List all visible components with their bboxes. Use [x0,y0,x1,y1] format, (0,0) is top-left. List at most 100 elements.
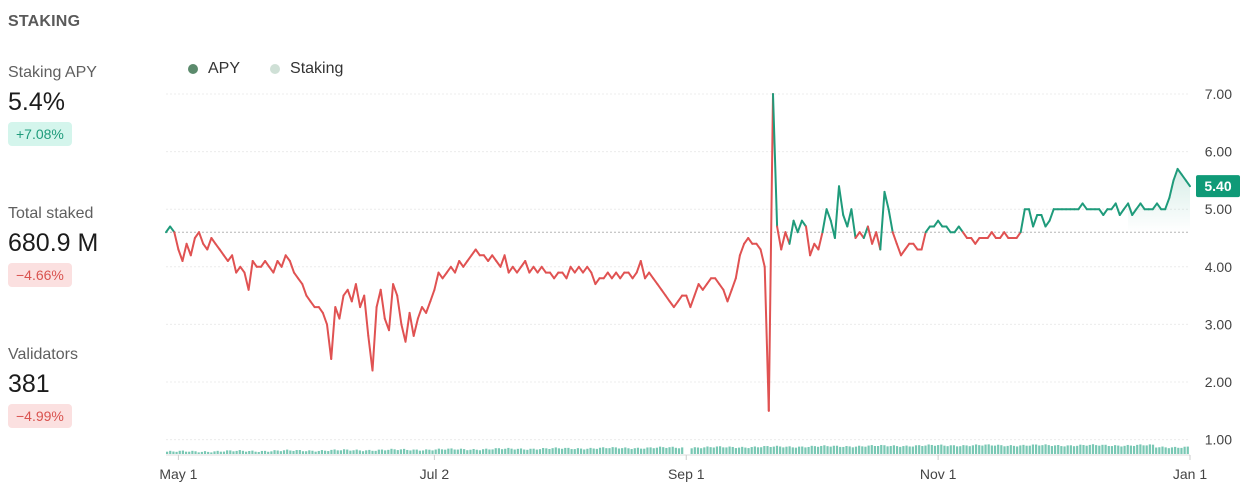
apy-segment [784,231,791,245]
staking-bar [753,446,756,454]
staking-bar [791,447,794,454]
staking-bar [674,447,677,454]
staking-bar [826,446,829,454]
staking-bar [696,447,700,454]
staking-bar [1035,444,1038,454]
y-tick-label: 5.00 [1205,201,1232,217]
staking-bar [914,445,918,454]
staking-bar [175,451,178,454]
apy-segment [437,271,444,280]
staking-bar [241,450,245,454]
apy-segment [470,248,477,257]
apy-segment [511,265,518,274]
apy-segment [644,271,651,280]
staking-bar [529,448,532,454]
staking-bar [1057,444,1060,454]
apy-segment [317,306,324,314]
apy-segment [734,254,741,280]
staking-bar [662,447,665,454]
staking-bar [523,449,526,454]
last-value-badge [1196,175,1240,198]
staking-bar [469,449,472,454]
staking-bar [184,451,188,454]
apy-segment [1131,208,1138,216]
staking-bar [203,451,207,454]
apy-segment [730,277,737,291]
apy-segment [165,225,172,234]
staking-bar [254,451,257,454]
staking-bar [305,451,308,454]
last-value-tag: 5.40 [1196,175,1240,198]
x-tick-label: Sep 1 [668,466,705,482]
legend-item-apy[interactable]: APY [188,60,240,78]
staking-bar [519,448,523,454]
apy-segment [1184,179,1191,188]
staking-bar [450,448,453,454]
legend-item-staking[interactable]: Staking [270,60,343,78]
legend-dot-icon [270,64,281,74]
staking-bar [1107,446,1110,454]
staking-bar [1145,445,1148,454]
apy-segment [1015,231,1022,239]
apy-segment [610,271,618,280]
staking-bar [576,448,579,454]
staking-bar [1060,446,1063,454]
staking-bar [886,446,889,454]
apy-segment [301,283,308,297]
staking-bar [226,450,229,454]
staking-bar [1139,444,1142,454]
staking-bar [880,444,883,454]
apy-segment [1098,208,1105,216]
staking-bar [640,448,643,454]
staking-bar [1076,445,1079,454]
staking-bar [507,447,510,454]
apy-segment [767,93,774,412]
staking-bar [1053,445,1057,454]
staking-bar [548,448,551,454]
apy-segment [586,265,593,274]
staking-bar [589,447,592,454]
apy-segment [664,294,671,303]
apy-segment [1127,202,1134,216]
staking-bar [605,448,608,454]
staking-bar [513,449,516,454]
apy-segment [569,265,576,274]
staking-bar [873,446,877,454]
staking-bar [1079,444,1082,454]
apy-segment [755,242,762,251]
staking-bar [867,445,870,454]
last-value-text: 5.40 [1204,178,1231,194]
staking-bar [1063,446,1066,454]
staking-bar [937,445,940,454]
apy-segment [920,231,927,251]
staking-bar [219,451,222,454]
apy-segment [1003,231,1010,239]
apy-segment [821,208,828,234]
apy-segment [474,248,481,257]
staking-bar [232,451,235,454]
staking-bar [921,446,924,454]
staking-bar [169,450,172,454]
staking-bar [371,450,374,454]
apy-segment [363,294,370,337]
staking-bar [1009,445,1012,454]
staking-bar [769,447,772,454]
staking-bar [573,449,576,454]
staking-bar [956,446,959,454]
staking-bar [301,451,305,454]
apy-segment [648,271,655,280]
staking-bar [883,445,886,454]
staking-bar [564,447,567,454]
apy-segment [503,254,510,274]
staking-bar [557,448,561,454]
staking-bar [1047,445,1050,454]
staking-bar [671,446,674,454]
apy-segment [705,277,712,286]
staking-bar [308,450,311,454]
staking-bar [895,446,899,454]
apy-segment [999,231,1006,239]
staking-bar [355,449,358,454]
apy-segment [536,265,543,274]
staking-bar [440,449,444,454]
